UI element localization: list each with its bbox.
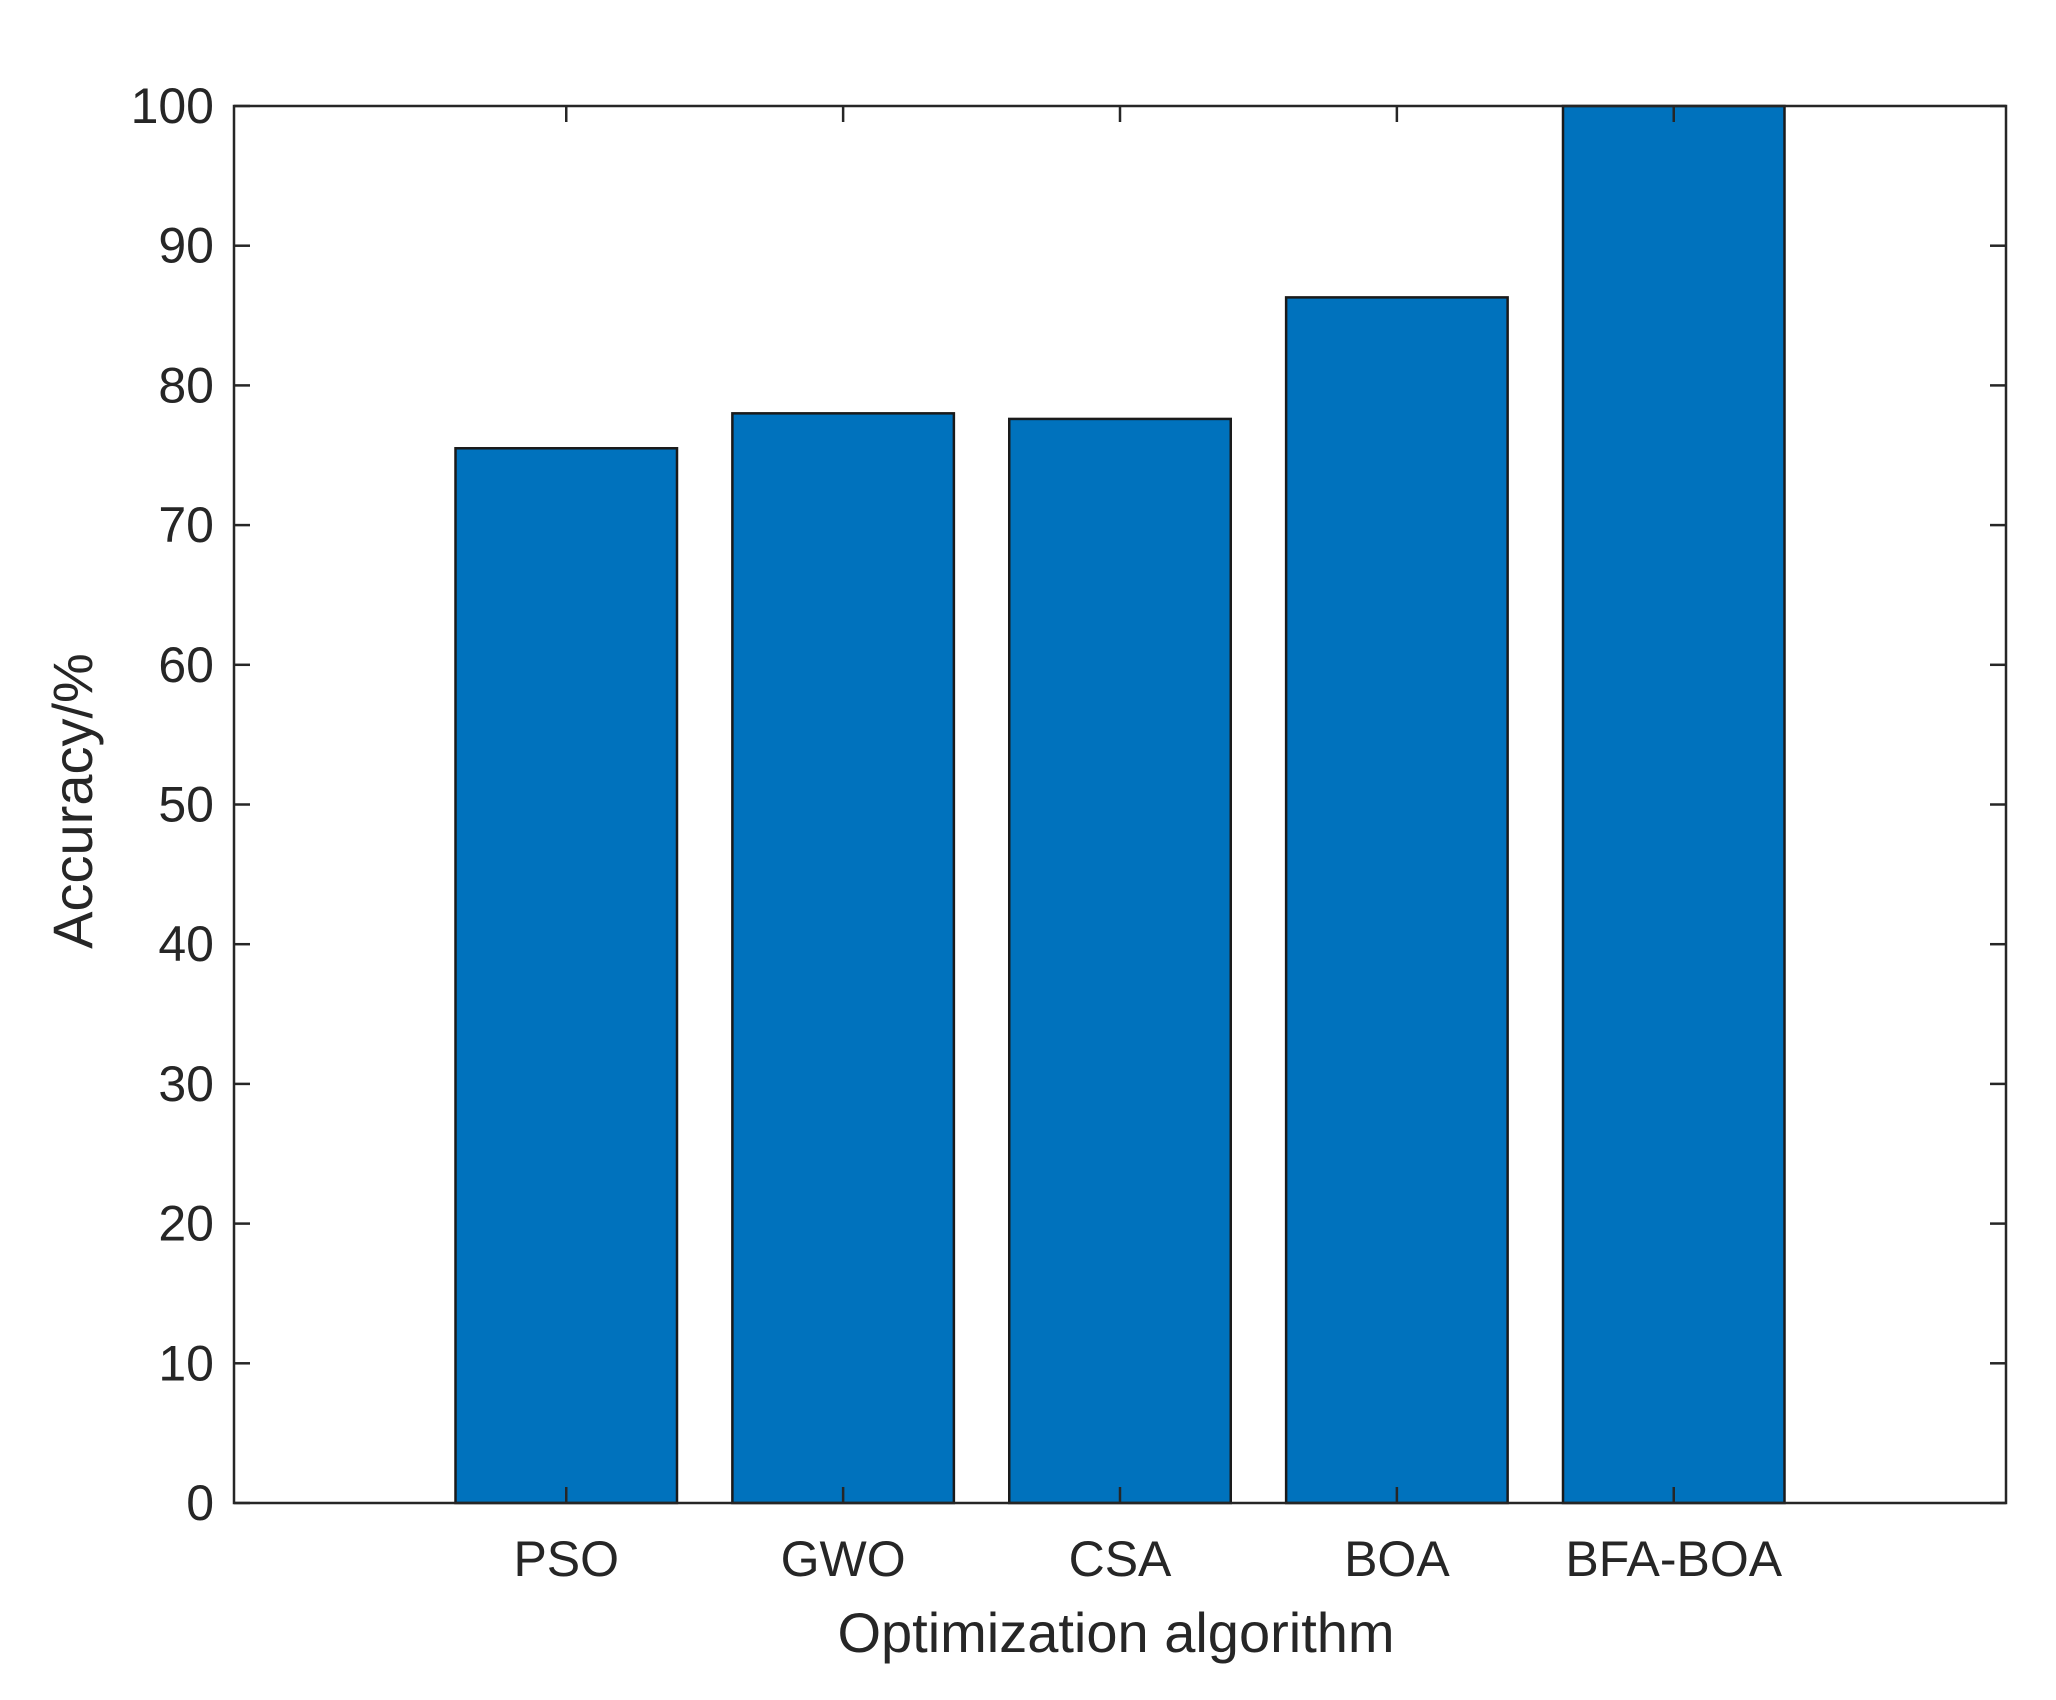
y-tick-label: 70: [158, 497, 214, 553]
y-tick-label: 60: [158, 637, 214, 693]
y-tick-label: 40: [158, 916, 214, 972]
y-tick-label: 50: [158, 777, 214, 833]
x-tick-label-boa: BOA: [1344, 1531, 1450, 1587]
x-tick-label-csa: CSA: [1069, 1531, 1172, 1587]
x-tick-label-bfa-boa: BFA-BOA: [1565, 1531, 1782, 1587]
y-tick-label: 30: [158, 1056, 214, 1112]
y-axis-label: Accuracy/%: [41, 653, 104, 949]
bar-pso: [454, 447, 679, 1505]
bar-bfa-boa: [1561, 104, 1786, 1505]
y-tick-label: 20: [158, 1196, 214, 1252]
x-tick-label-pso: PSO: [513, 1531, 619, 1587]
x-axis-label: Optimization algorithm: [837, 1601, 1394, 1664]
y-tick-label: 100: [131, 78, 214, 134]
bar-gwo: [731, 412, 956, 1505]
y-tick-label: 90: [158, 218, 214, 274]
x-axis-ticks: PSO GWO CSA BOA BFA-BOA: [513, 106, 1783, 1587]
y-tick-label: 80: [158, 357, 214, 413]
y-axis-ticks: 0 10 20 30 40 50 60 70 80 90 100: [131, 78, 2006, 1531]
y-tick-label: 10: [158, 1335, 214, 1391]
bar-csa: [1008, 417, 1232, 1505]
bars-group: [454, 104, 1786, 1505]
bar-boa: [1284, 296, 1509, 1505]
y-tick-label: 0: [186, 1475, 214, 1531]
x-tick-label-gwo: GWO: [781, 1531, 906, 1587]
